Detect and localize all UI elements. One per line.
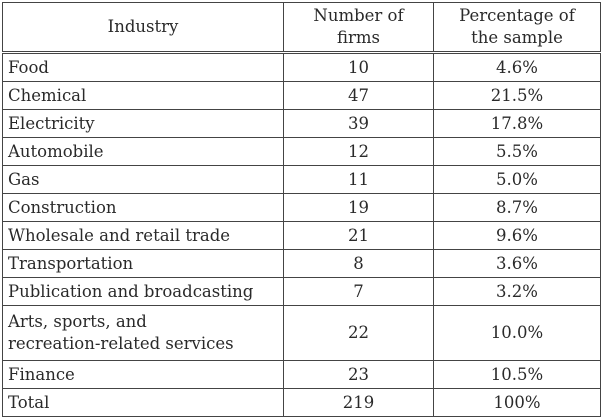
industry-name: Gas	[8, 169, 40, 189]
total-firms-cell: 219	[283, 388, 434, 417]
table-row: Construction 19 8.7%	[2, 193, 601, 222]
firms-cell: 23	[283, 360, 434, 389]
total-label-cell: Total	[2, 388, 284, 417]
table-row: Food 10 4.6%	[2, 52, 601, 82]
industry-name: Chemical	[8, 85, 87, 105]
table-row: Wholesale and retail trade 21 9.6%	[2, 221, 601, 250]
percentage-cell: 8.7%	[433, 193, 601, 222]
table-row: Finance 23 10.5%	[2, 360, 601, 389]
header-firms-line-1: Number of	[313, 6, 404, 25]
industry-name: Publication and broadcasting	[8, 281, 254, 301]
industry-name: Electricity	[8, 113, 95, 133]
header-row: Industry Number of firms Percentage of t…	[2, 2, 601, 54]
industry-name: Automobile	[8, 141, 104, 161]
table-row: Electricity 39 17.8%	[2, 109, 601, 138]
firms-cell: 8	[283, 249, 434, 278]
percentage-cell: 10.5%	[433, 360, 601, 389]
percentage-cell: 21.5%	[433, 81, 601, 110]
industry-cell: Publication and broadcasting	[2, 277, 284, 306]
percentage-cell: 4.6%	[433, 52, 601, 82]
table-row: Chemical 47 21.5%	[2, 81, 601, 110]
header-number-of-firms: Number of firms	[283, 2, 434, 54]
firms-cell: 39	[283, 109, 434, 138]
industry-name: Finance	[8, 364, 75, 384]
industry-cell: Electricity	[2, 109, 284, 138]
table-row: Transportation 8 3.6%	[2, 249, 601, 278]
industry-name: Construction	[8, 197, 117, 217]
percentage-cell: 5.5%	[433, 137, 601, 166]
header-industry: Industry	[2, 2, 284, 54]
industry-name: Wholesale and retail trade	[8, 225, 231, 245]
industry-cell: Wholesale and retail trade	[2, 221, 284, 250]
firms-cell: 19	[283, 193, 434, 222]
firms-cell: 7	[283, 277, 434, 306]
table-row: Automobile 12 5.5%	[2, 137, 601, 166]
total-label: Total	[8, 392, 50, 412]
industry-cell: Automobile	[2, 137, 284, 166]
percentage-cell: 10.0%	[433, 305, 601, 361]
industry-name-line-1: Arts, sports, and	[8, 312, 147, 331]
industry-name-line-2: recreation-related services	[8, 334, 234, 353]
firms-cell: 12	[283, 137, 434, 166]
industry-cell: Gas	[2, 165, 284, 194]
industry-cell: Food	[2, 52, 284, 82]
firms-cell: 11	[283, 165, 434, 194]
percentage-cell: 3.2%	[433, 277, 601, 306]
firms-cell: 22	[283, 305, 434, 361]
industry-cell: Transportation	[2, 249, 284, 278]
total-percentage-cell: 100%	[433, 388, 601, 417]
header-firms-line-2: firms	[336, 28, 380, 47]
percentage-cell: 9.6%	[433, 221, 601, 250]
industry-cell: Chemical	[2, 81, 284, 110]
percentage-cell: 5.0%	[433, 165, 601, 194]
percentage-cell: 3.6%	[433, 249, 601, 278]
header-percentage-of-sample: Percentage of the sample	[433, 2, 601, 54]
table-row: Gas 11 5.0%	[2, 165, 601, 194]
percentage-cell: 17.8%	[433, 109, 601, 138]
firms-cell: 47	[283, 81, 434, 110]
industry-cell: Finance	[2, 360, 284, 389]
total-row: Total 219 100%	[2, 388, 601, 417]
firms-cell: 10	[283, 52, 434, 82]
industry-cell: Construction	[2, 193, 284, 222]
header-percentage-line-1: Percentage of	[459, 6, 575, 25]
industry-name: Transportation	[8, 253, 134, 273]
table-row: Arts, sports, and recreation-related ser…	[2, 305, 601, 361]
firms-cell: 21	[283, 221, 434, 250]
industry-name: Food	[8, 57, 49, 77]
header-percentage-line-2: the sample	[471, 28, 563, 47]
industry-cell: Arts, sports, and recreation-related ser…	[2, 305, 284, 361]
header-industry-label: Industry	[107, 17, 179, 36]
table-row: Publication and broadcasting 7 3.2%	[2, 277, 601, 306]
